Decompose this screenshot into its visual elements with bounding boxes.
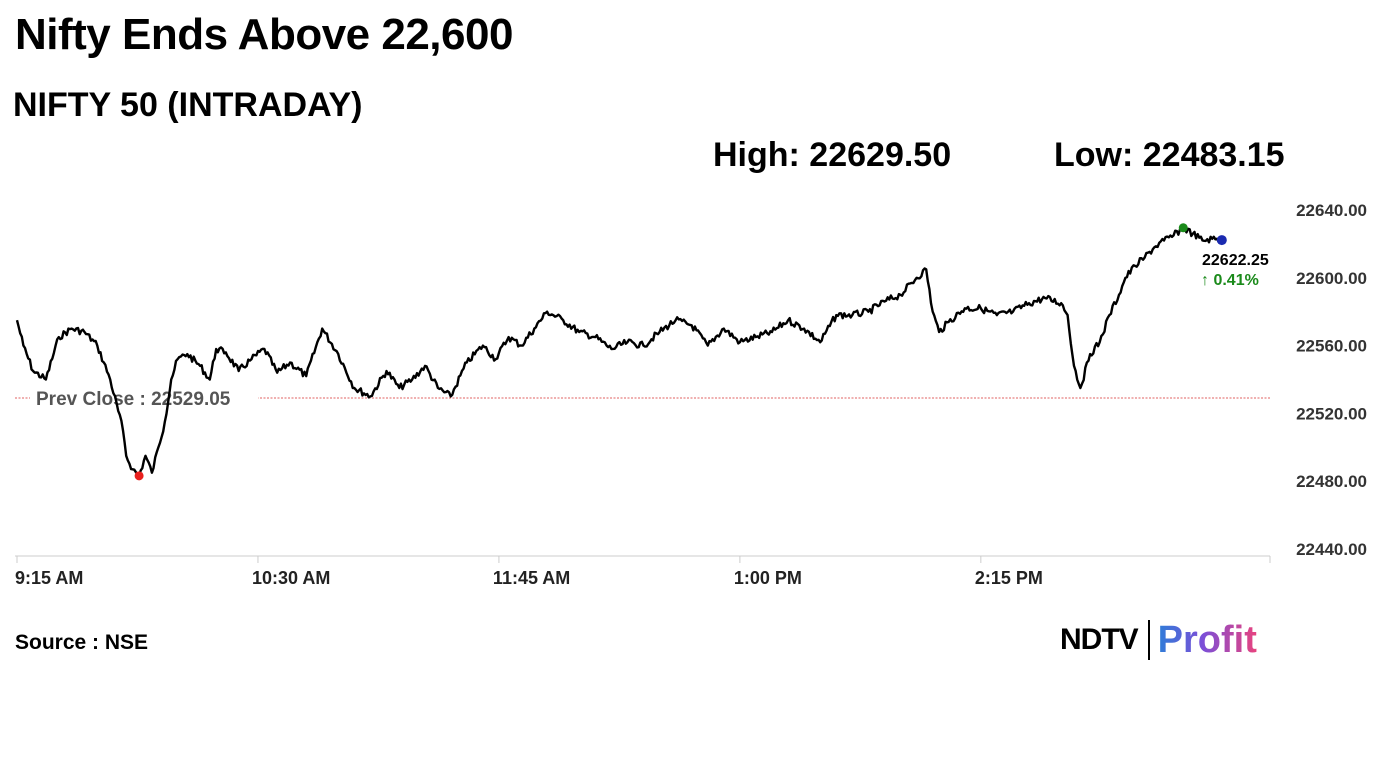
source-note: Source : NSE (15, 631, 149, 654)
logo-ndtv-text: NDTV (1060, 623, 1139, 656)
y-tick-label: 22640.00 (1296, 201, 1367, 220)
y-tick-label: 22480.00 (1296, 472, 1367, 491)
page-title: Nifty Ends Above 22,600 (15, 10, 513, 59)
y-tick-label: 22520.00 (1296, 404, 1367, 423)
x-tick-label: 1:00 PM (734, 568, 802, 588)
chart-subtitle: NIFTY 50 (INTRADAY) (13, 86, 363, 124)
x-tick-label: 10:30 AM (252, 568, 330, 588)
prev-close-label: Prev Close : 22529.05 (36, 389, 231, 410)
last-price-marker (1216, 235, 1227, 246)
low-value: Low: 22483.15 (1054, 136, 1285, 174)
logo-divider (1147, 620, 1150, 660)
last-value-label-bg (1198, 249, 1278, 291)
logo-profit-text: Profit (1157, 618, 1257, 661)
day-low-marker (134, 471, 144, 481)
y-tick-label: 22440.00 (1296, 540, 1367, 559)
day-high-marker (1178, 223, 1188, 233)
change-percent-label: ↑ 0.41% (1201, 272, 1259, 289)
x-tick-label: 9:15 AM (15, 568, 83, 588)
last-value-label: 22622.25 (1202, 252, 1269, 269)
prev-close-label-bg (30, 387, 258, 410)
x-tick-label: 2:15 PM (975, 568, 1043, 588)
y-tick-label: 22600.00 (1296, 269, 1367, 288)
price-line (15, 226, 1223, 478)
y-tick-label: 22560.00 (1296, 337, 1367, 356)
ndtv-profit-logo: NDTV Profit (1060, 618, 1257, 662)
high-value: High: 22629.50 (713, 136, 952, 174)
x-tick-label: 11:45 AM (493, 568, 570, 588)
